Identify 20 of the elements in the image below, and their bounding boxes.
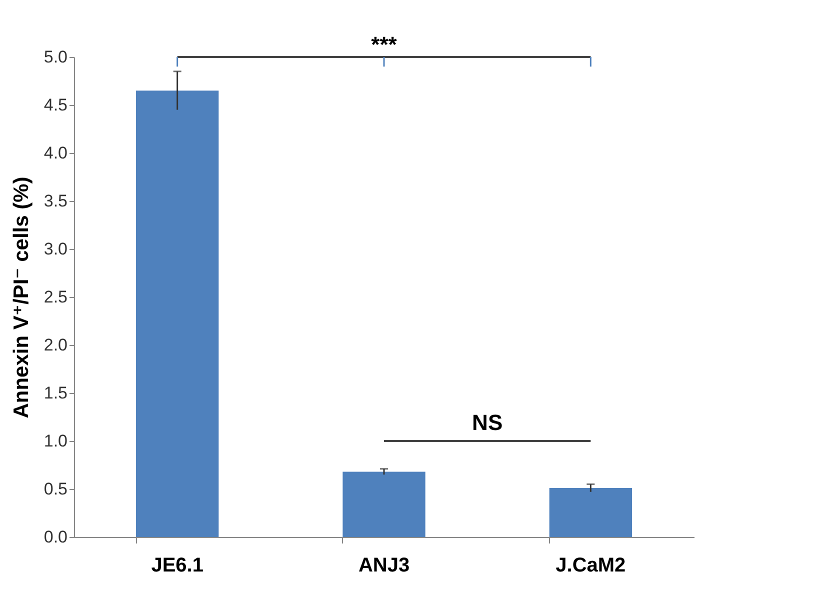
y-tick-label: 3.0: [44, 240, 68, 258]
y-tick-label: 3.5: [44, 192, 68, 210]
x-tick-label: JE6.1: [151, 554, 204, 576]
x-tick-label: ANJ3: [358, 554, 410, 576]
y-tick-label: 1.5: [44, 384, 68, 402]
y-tick-label: 2.5: [44, 288, 68, 306]
x-tick-label: J.CaM2: [556, 554, 626, 576]
y-axis-title: Annexin V⁺/PI⁻ cells (%): [10, 176, 33, 418]
bar: [549, 488, 632, 537]
text: ***: [371, 32, 398, 57]
bar: [342, 472, 426, 537]
y-tick-label: 1.0: [44, 432, 68, 450]
y-tick-label: 5.0: [44, 48, 68, 66]
y-tick-label: 0.5: [44, 480, 68, 498]
y-tick-label: 4.0: [44, 144, 68, 162]
y-tick-label: 4.5: [44, 96, 68, 114]
bar: [136, 90, 219, 537]
y-tick-label: 2.0: [44, 336, 68, 354]
annotation: NS: [472, 410, 503, 435]
y-tick-label: 0.0: [44, 528, 68, 546]
